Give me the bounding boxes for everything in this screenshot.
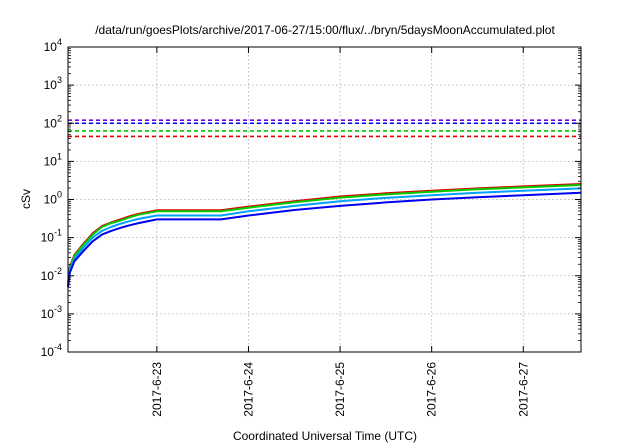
threshold-lines <box>68 119 581 138</box>
x-tick-label: 2017-6-27 <box>516 362 530 417</box>
y-tick-label: 101 <box>44 151 62 168</box>
x-tick-label: 2017-6-25 <box>333 362 347 417</box>
y-tick-label: 10-1 <box>41 228 62 245</box>
series-line <box>67 184 582 285</box>
x-tick-label: 2017-6-24 <box>241 362 255 417</box>
y-tick-label: 104 <box>44 37 62 54</box>
y-tick-label: 10-2 <box>41 266 62 283</box>
series-line <box>67 187 582 286</box>
x-tick-label: 2017-6-26 <box>425 362 439 417</box>
y-axis-ticks: 10-4 10-3 10-2 10-1 100 101 102 103 104 <box>41 37 581 359</box>
chart-title: /data/run/goesPlots/archive/2017-06-27/1… <box>95 23 555 37</box>
x-tick-label: 2017-6-23 <box>150 362 164 417</box>
y-tick-label: 10-4 <box>41 342 62 359</box>
x-axis-ticks: 2017-6-23 2017-6-24 2017-6-25 2017-6-26 2017… <box>150 47 530 417</box>
y-axis-label: cSv <box>19 189 33 209</box>
y-tick-label: 10-3 <box>41 304 62 321</box>
y-tick-label: 102 <box>44 113 62 130</box>
y-tick-label: 103 <box>44 75 62 92</box>
series-line <box>67 191 582 288</box>
series-lines <box>67 183 582 288</box>
y-tick-label: 100 <box>44 190 62 207</box>
x-axis-label: Coordinated Universal Time (UTC) <box>233 429 417 443</box>
